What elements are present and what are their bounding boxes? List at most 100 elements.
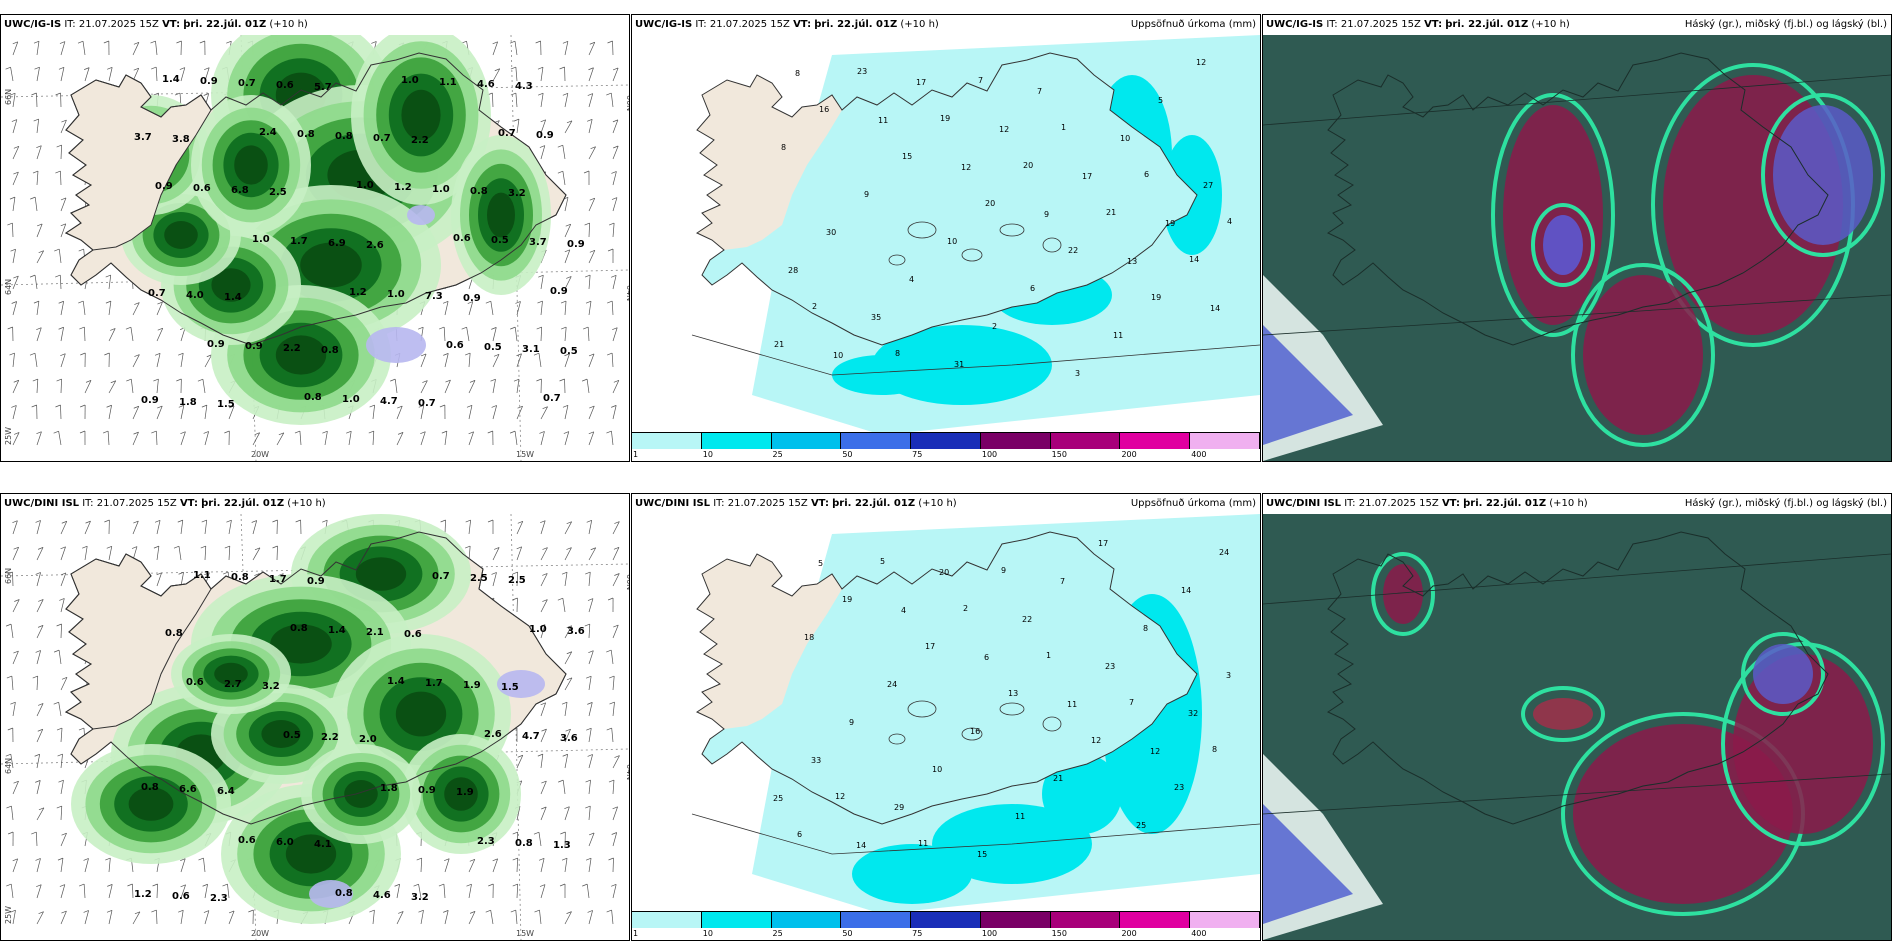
precip-legend: 1 10 25 50 75 100 150 200 400	[632, 911, 1260, 940]
legend-swatch	[701, 433, 772, 449]
precip-value: 12	[961, 163, 971, 172]
rain-value: 0.9	[307, 576, 325, 587]
rain-value: 6.6	[179, 784, 197, 795]
panel-header: UWC/IG-IS IT: 21.07.2025 15Z VT: þri. 22…	[1, 15, 629, 35]
rain-value: 3.2	[262, 681, 280, 692]
rain-value: 0.8	[335, 131, 353, 142]
legend-tick: 400	[1191, 450, 1207, 459]
legend-tick: 50	[842, 929, 853, 938]
precip-value: 15	[902, 152, 912, 161]
legend-swatch	[632, 433, 702, 449]
rain-value: 0.8	[321, 345, 339, 356]
precip-map[interactable]: 8111291314101712171928353171027304235891…	[632, 35, 1260, 461]
precip-value: 20	[1023, 161, 1033, 170]
rain-value: 1.4	[224, 292, 242, 303]
precip-value: 11	[1067, 700, 1077, 709]
precip-labels: 5461112251420222332332915783910111714182…	[773, 539, 1231, 859]
precip-value: 8	[1212, 745, 1217, 754]
rain-value: 1.1	[193, 570, 211, 581]
cloud-map[interactable]	[1263, 35, 1891, 461]
precip-value: 5	[880, 557, 885, 566]
rain-value: 0.8	[470, 186, 488, 197]
precip-value: 9	[1044, 210, 1049, 219]
rain-value: 0.9	[418, 785, 436, 796]
precip-value: 12	[1091, 736, 1101, 745]
rain-value: 4.7	[522, 731, 540, 742]
axis-label: 25W	[4, 427, 13, 445]
axis-label: 66N	[4, 568, 13, 584]
rain-value: 1.2	[349, 287, 367, 298]
rain-value: 2.5	[470, 573, 488, 584]
precip-value: 10	[932, 765, 942, 774]
rain-value: 0.6	[193, 183, 211, 194]
legend-swatch	[841, 433, 912, 449]
rain-value: 1.1	[439, 77, 457, 88]
cloud-fields	[1263, 552, 1885, 940]
iceland-coastline	[1326, 52, 1829, 346]
rain-value: 1.0	[432, 184, 450, 195]
precip-value: 19	[940, 114, 950, 123]
rain-value: 0.8	[335, 888, 353, 899]
legend-swatch	[1050, 912, 1121, 928]
precip-value: 2	[963, 604, 968, 613]
legend-swatch	[632, 912, 702, 928]
rain-value: 1.0	[252, 234, 270, 245]
precip-value: 25	[773, 794, 783, 803]
axis-label: 66N	[625, 95, 629, 111]
rain-value: 2.5	[508, 575, 526, 586]
precip-value: 28	[788, 266, 798, 275]
rain-value: 2.3	[210, 893, 228, 904]
rain-value: 4.1	[314, 839, 332, 850]
axis-label: 64N	[4, 279, 13, 295]
legend-tick: 10	[702, 929, 713, 938]
precip-title: Uppsöfnuð úrkoma (mm)	[1130, 498, 1256, 509]
legend-swatch	[980, 912, 1051, 928]
precip-value: 21	[1106, 208, 1116, 217]
rain-value: 0.8	[304, 392, 322, 403]
precip-map[interactable]: 5461112251420222332332915783910111714182…	[632, 514, 1260, 940]
precip-value: 3	[1226, 671, 1231, 680]
precip-labels: 8111291314101712171928353171027304235891…	[774, 58, 1232, 378]
precip-value: 6	[984, 653, 989, 662]
rain-value: 0.7	[148, 288, 166, 299]
legend-tick: 75	[912, 450, 923, 459]
precip-value: 14	[1210, 304, 1220, 313]
rain-value: 1.2	[394, 182, 412, 193]
precip-value: 17	[916, 78, 926, 87]
rain-value: 1.7	[269, 574, 287, 585]
precip-value: 22	[1022, 615, 1032, 624]
rain-value: 0.9	[245, 341, 263, 352]
wind-rain-map[interactable]: 66N 64N 66N 64N 25W 20W 15W 1.1 0.8 1.4 2.6 0.8 0.6 0…	[1, 514, 629, 940]
rain-value: 3.6	[567, 626, 585, 637]
rain-value: 1.0	[356, 180, 374, 191]
rain-value: 3.6	[560, 733, 578, 744]
rain-value: 2.3	[477, 836, 495, 847]
rain-value: 4.6	[477, 79, 495, 90]
precip-title: Uppsöfnuð úrkoma (mm)	[1130, 19, 1256, 30]
legend-tick: 150	[1051, 929, 1067, 938]
legend-swatch	[1050, 433, 1121, 449]
cloud-map[interactable]	[1263, 514, 1891, 940]
precip-value: 9	[864, 190, 869, 199]
axis-label: 15W	[516, 929, 534, 938]
legend-tick: 50	[842, 450, 853, 459]
axis-label: 15W	[516, 450, 534, 459]
rain-value: 0.6	[453, 233, 471, 244]
precip-value: 11	[878, 116, 888, 125]
legend-tick: 25	[772, 929, 783, 938]
rain-value: 0.5	[283, 730, 301, 741]
rain-value: 0.9	[550, 286, 568, 297]
rain-value: 0.8	[297, 129, 315, 140]
wind-rain-map[interactable]: 66N 64N 66N 64N 25W 20W 15W 1.4 2.4 1.0 0.6 0.9 0.9 0…	[1, 35, 629, 461]
precip-value: 27	[1203, 181, 1213, 190]
rain-value: 0.7	[418, 398, 436, 409]
legend-tick: 200	[1121, 929, 1137, 938]
precip-value: 17	[1098, 539, 1108, 548]
precip-value: 16	[970, 727, 980, 736]
iceland-coastline	[695, 52, 1198, 346]
axis-label: 66N	[4, 89, 13, 105]
rain-value: 0.9	[463, 293, 481, 304]
panel-precip-top: UWC/IG-IS IT: 21.07.2025 15Z VT: þri. 22…	[631, 14, 1261, 462]
precip-value: 14	[1181, 586, 1191, 595]
panel-wind-rain-top: UWC/IG-IS IT: 21.07.2025 15Z VT: þri. 22…	[0, 14, 630, 462]
